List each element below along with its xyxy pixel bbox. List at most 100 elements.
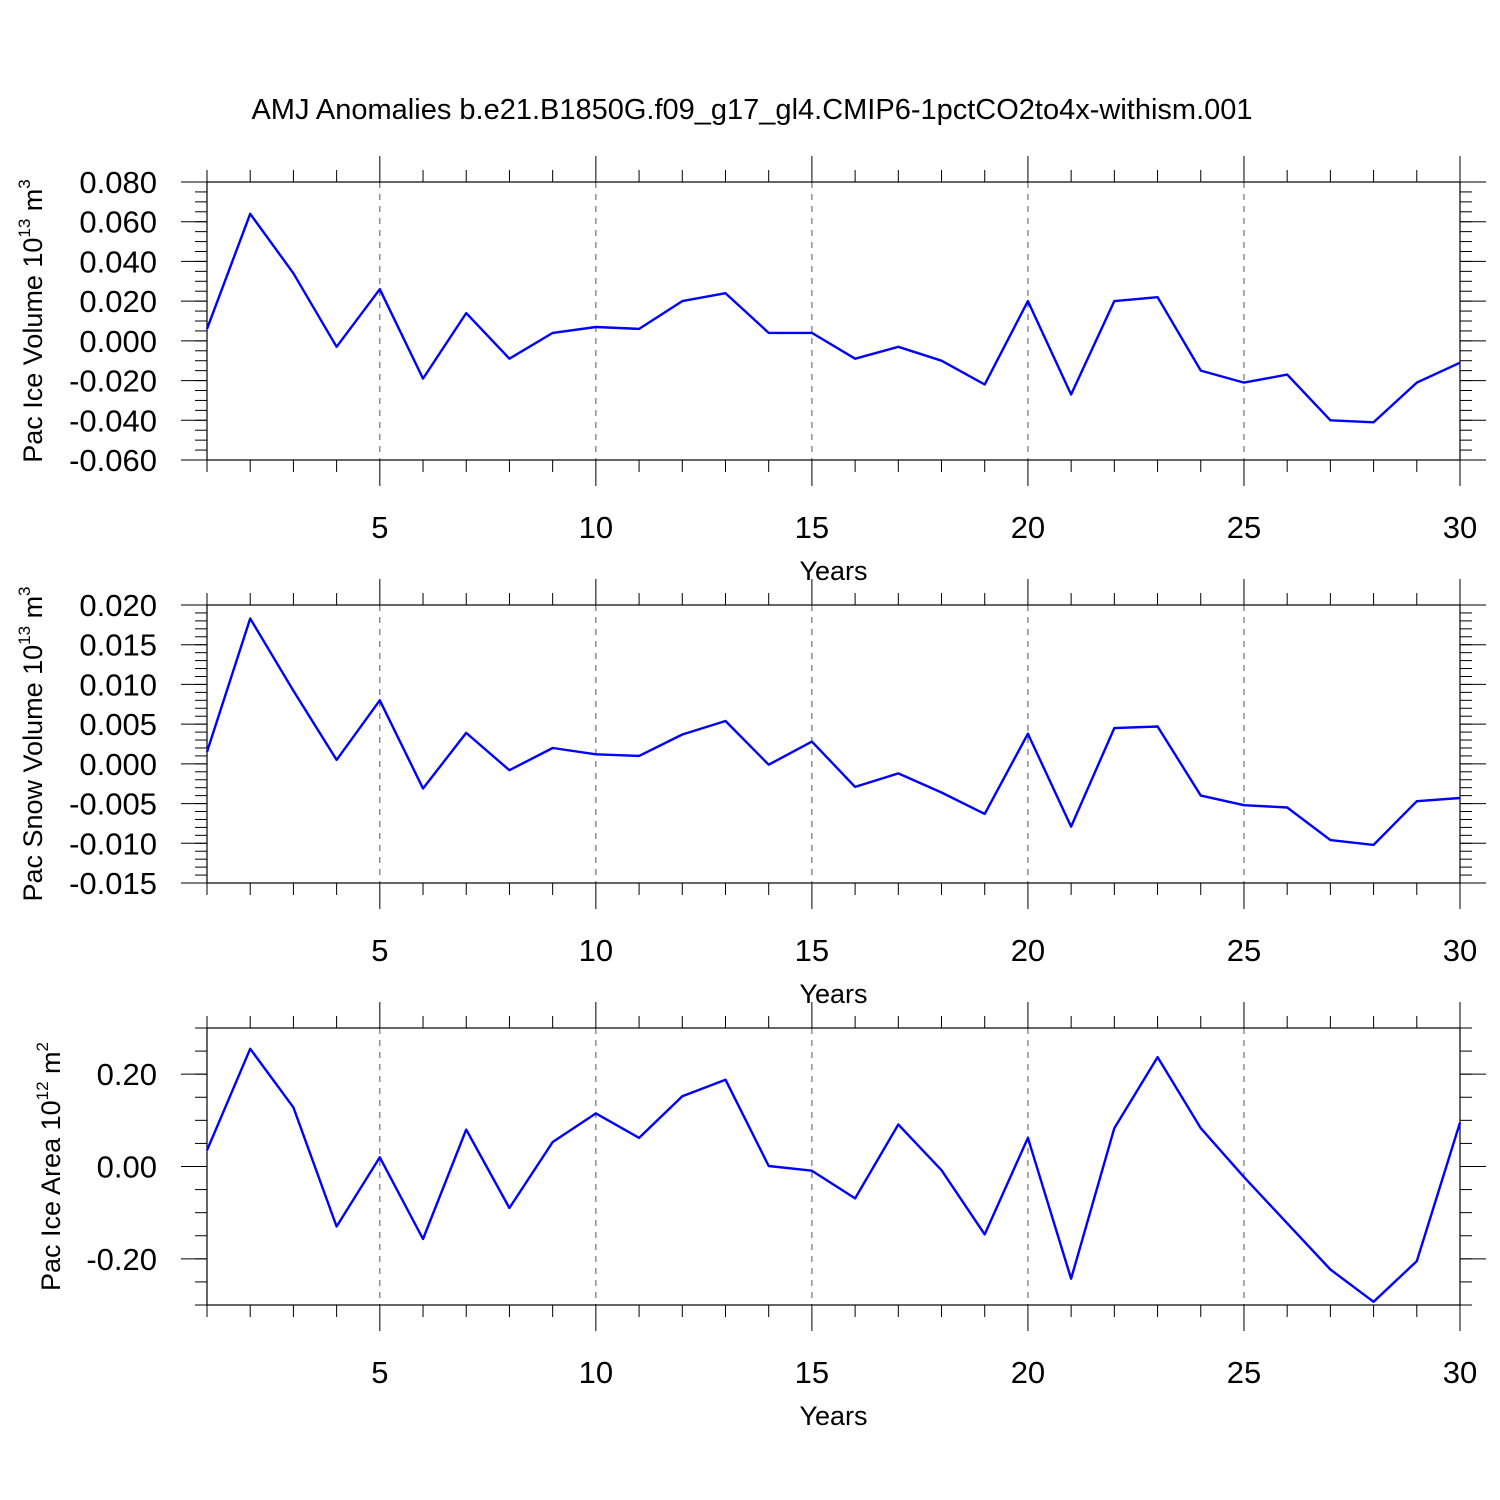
series-line [205,212,1461,424]
data-point [465,732,467,734]
data-point [811,1169,813,1171]
data-point [638,328,640,330]
x-tick-label: 15 [795,510,829,545]
x-tick-label: 30 [1443,510,1477,545]
data-point [551,1141,553,1143]
y-axis-label-part: Pac Ice Area 10 [36,1100,66,1291]
x-axis-label: Years [799,556,867,586]
data-point [1329,1268,1331,1270]
y-axis-label: Pac Snow Volume 1013 m3 [15,586,48,901]
series-line [205,617,1461,847]
data-point [508,1207,510,1209]
data-point [292,690,294,692]
data-point [1200,369,1202,371]
panel-2: -0.015 -0.010 -0.005 0.000 0.005 0.010 0.015 0.… [15,579,1486,1009]
x-tick-label: 20 [1011,933,1045,968]
y-tick-label: -0.020 [69,364,157,399]
data-point [1416,800,1418,802]
data-point [1027,1137,1029,1139]
y-axis-label-part: Pac Ice Volume 10 [18,238,48,463]
data-point [1372,844,1374,846]
data-point [595,326,597,328]
x-tick-label: 15 [795,933,829,968]
data-point [811,332,813,334]
data-point [422,377,424,379]
x-tick-label: 5 [371,510,388,545]
y-tick-label: -0.010 [69,826,157,861]
data-point [681,733,683,735]
y-tick-label: -0.005 [69,787,157,822]
data-point [249,213,251,215]
x-tick-label: 20 [1011,1355,1045,1390]
x-tick-label: 30 [1443,933,1477,968]
data-point [681,300,683,302]
data-point [1459,797,1461,799]
data-point [767,332,769,334]
x-tick-label: 20 [1011,510,1045,545]
y-axis-label-part: m [18,596,48,626]
y-tick-label: -0.20 [86,1242,157,1277]
x-tick-label: 25 [1227,510,1261,545]
data-point [508,769,510,771]
data-point [1156,725,1158,727]
data-point [1200,1127,1202,1129]
y-axis-label: Pac Ice Volume 1013 m3 [15,179,48,463]
data-point [249,617,251,619]
y-tick-label: 0.060 [79,205,157,240]
data-point [1243,804,1245,806]
data-point [1113,300,1115,302]
y-tick-label: 0.000 [79,747,157,782]
data-point [379,1156,381,1158]
x-tick-label: 10 [579,1355,613,1390]
data-point [1243,381,1245,383]
data-point [1070,393,1072,395]
data-point [1200,794,1202,796]
data-point [508,358,510,360]
data-point [897,346,899,348]
data-point [551,747,553,749]
y-axis-label-superscript: 13 [15,219,34,238]
y-tick-label: -0.040 [69,403,157,438]
data-point [940,360,942,362]
data-point [595,1112,597,1114]
y-tick-label: 0.040 [79,244,157,279]
data-point [724,292,726,294]
y-tick-label: 0.015 [79,628,157,663]
plot-frame [206,1027,1461,1306]
data-point [724,1079,726,1081]
x-tick-label: 15 [795,1355,829,1390]
y-tick-label: 0.00 [97,1150,157,1185]
x-tick-label: 5 [371,933,388,968]
data-point [638,1137,640,1139]
data-point [854,786,856,788]
data-point [984,383,986,385]
data-point [854,1197,856,1199]
data-point [811,740,813,742]
data-point [984,1233,986,1235]
data-point [1070,1277,1072,1279]
data-point [1243,1176,1245,1178]
series-line [205,1047,1462,1304]
data-point [767,1165,769,1167]
data-point [292,272,294,274]
data-point [854,358,856,360]
data-point [940,1169,942,1171]
x-tick-label: 25 [1227,1355,1261,1390]
data-point [767,763,769,765]
panel-1: -0.060 -0.040 -0.020 0.000 0.020 0.040 0.060 0.… [15,156,1486,586]
data-point [1416,1260,1418,1262]
data-point [551,332,553,334]
y-tick-label: -0.015 [69,866,157,901]
y-axis-label-superscript: 12 [33,1081,52,1100]
plot-frame [206,604,1461,884]
y-axis-label-superscript: 13 [15,626,34,645]
y-axis-label: Pac Ice Area 1012 m2 [33,1042,66,1291]
data-point [1156,296,1158,298]
data-point [335,346,337,348]
data-point [940,791,942,793]
data-point [422,787,424,789]
x-tick-label: 30 [1443,1355,1477,1390]
data-point [897,1123,899,1125]
data-point [1027,300,1029,302]
x-axis-label: Years [799,979,867,1009]
